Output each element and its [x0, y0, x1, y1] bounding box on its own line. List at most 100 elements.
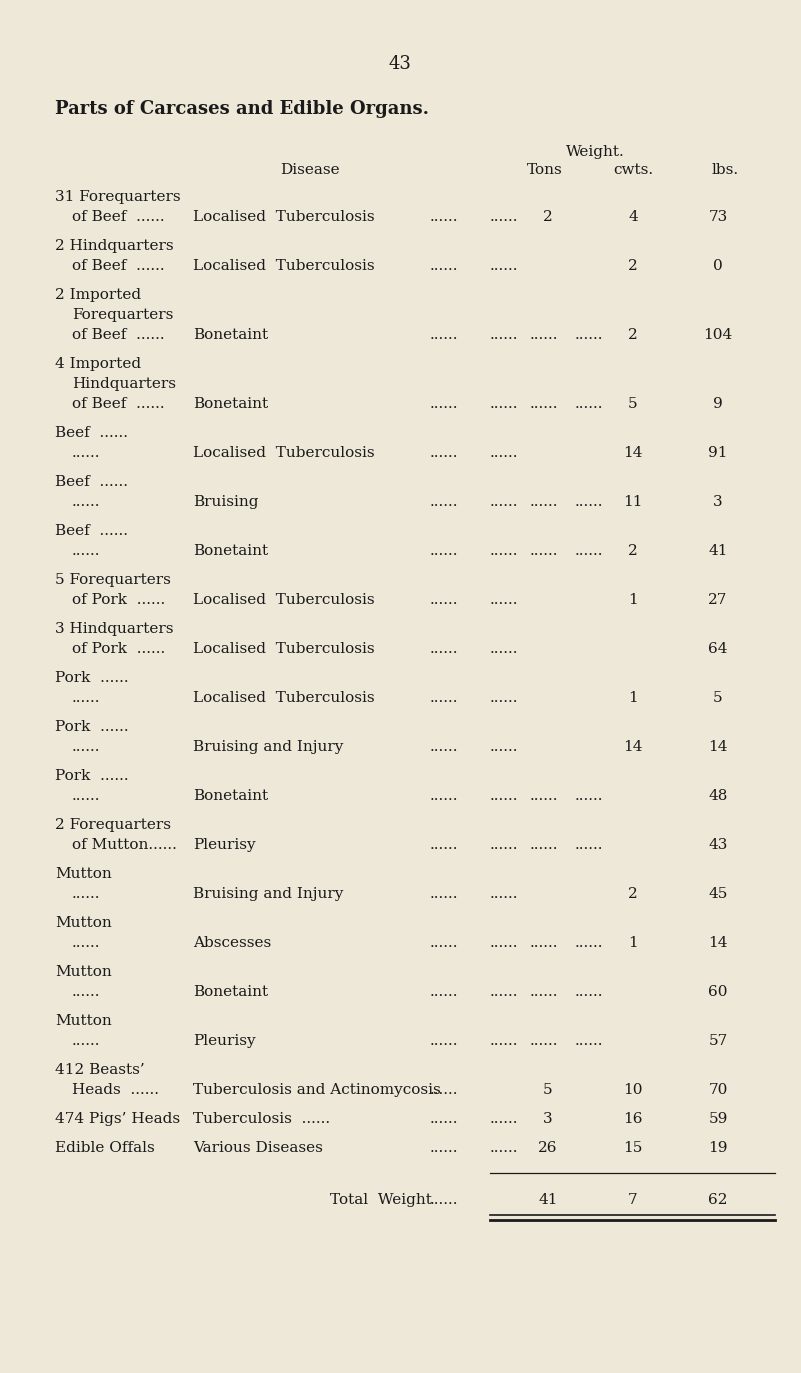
Text: 1: 1 — [628, 936, 638, 950]
Text: of Pork  ......: of Pork ...... — [72, 593, 165, 607]
Text: 43: 43 — [388, 55, 412, 73]
Text: ......: ...... — [72, 1034, 100, 1048]
Text: 14: 14 — [708, 936, 728, 950]
Text: ......: ...... — [72, 740, 100, 754]
Text: 26: 26 — [538, 1141, 557, 1155]
Text: ......: ...... — [490, 789, 518, 803]
Text: 7: 7 — [628, 1193, 638, 1207]
Text: Bruising and Injury: Bruising and Injury — [193, 887, 344, 901]
Text: 5 Forequarters: 5 Forequarters — [55, 573, 171, 588]
Text: of Beef  ......: of Beef ...... — [72, 397, 165, 411]
Text: 2: 2 — [628, 887, 638, 901]
Text: ......: ...... — [430, 1034, 458, 1048]
Text: ......: ...... — [575, 984, 603, 1000]
Text: Disease: Disease — [280, 163, 340, 177]
Text: Bruising: Bruising — [193, 496, 259, 509]
Text: ......: ...... — [430, 1112, 458, 1126]
Text: ......: ...... — [430, 643, 458, 656]
Text: ......: ...... — [490, 936, 518, 950]
Text: ......: ...... — [575, 397, 603, 411]
Text: of Beef  ......: of Beef ...... — [72, 259, 165, 273]
Text: 104: 104 — [703, 328, 733, 342]
Text: Total  Weight: Total Weight — [330, 1193, 432, 1207]
Text: Beef  ......: Beef ...... — [55, 524, 128, 538]
Text: ......: ...... — [430, 1193, 458, 1207]
Text: ......: ...... — [72, 789, 100, 803]
Text: Localised  Tuberculosis: Localised Tuberculosis — [193, 259, 375, 273]
Text: ......: ...... — [490, 984, 518, 1000]
Text: Bonetaint: Bonetaint — [193, 789, 268, 803]
Text: cwts.: cwts. — [613, 163, 653, 177]
Text: ......: ...... — [530, 984, 558, 1000]
Text: ......: ...... — [530, 496, 558, 509]
Text: ......: ...... — [72, 691, 100, 704]
Text: 1: 1 — [628, 691, 638, 704]
Text: 27: 27 — [708, 593, 727, 607]
Text: Parts of Carcases and Edible Organs.: Parts of Carcases and Edible Organs. — [55, 100, 429, 118]
Text: ......: ...... — [575, 328, 603, 342]
Text: Localised  Tuberculosis: Localised Tuberculosis — [193, 643, 375, 656]
Text: 62: 62 — [708, 1193, 728, 1207]
Text: ......: ...... — [490, 887, 518, 901]
Text: 14: 14 — [623, 446, 642, 460]
Text: 16: 16 — [623, 1112, 642, 1126]
Text: 474 Pigs’ Heads: 474 Pigs’ Heads — [55, 1112, 180, 1126]
Text: Weight.: Weight. — [566, 146, 624, 159]
Text: ......: ...... — [430, 397, 458, 411]
Text: ......: ...... — [430, 328, 458, 342]
Text: ......: ...... — [490, 838, 518, 853]
Text: Localised  Tuberculosis: Localised Tuberculosis — [193, 446, 375, 460]
Text: 0: 0 — [713, 259, 723, 273]
Text: 3 Hindquarters: 3 Hindquarters — [55, 622, 174, 636]
Text: Mutton: Mutton — [55, 866, 112, 881]
Text: Tuberculosis  ......: Tuberculosis ...... — [193, 1112, 330, 1126]
Text: 4 Imported: 4 Imported — [55, 357, 141, 371]
Text: Abscesses: Abscesses — [193, 936, 272, 950]
Text: 45: 45 — [708, 887, 727, 901]
Text: ......: ...... — [430, 984, 458, 1000]
Text: Beef  ......: Beef ...... — [55, 475, 128, 489]
Text: ......: ...... — [430, 259, 458, 273]
Text: 31 Forequarters: 31 Forequarters — [55, 189, 180, 205]
Text: ......: ...... — [575, 838, 603, 853]
Text: 2: 2 — [628, 259, 638, 273]
Text: Localised  Tuberculosis: Localised Tuberculosis — [193, 210, 375, 224]
Text: ......: ...... — [575, 544, 603, 557]
Text: ......: ...... — [490, 691, 518, 704]
Text: 2 Forequarters: 2 Forequarters — [55, 818, 171, 832]
Text: 57: 57 — [708, 1034, 727, 1048]
Text: ......: ...... — [530, 1034, 558, 1048]
Text: 64: 64 — [708, 643, 728, 656]
Text: ......: ...... — [530, 838, 558, 853]
Text: of Pork  ......: of Pork ...... — [72, 643, 165, 656]
Text: 70: 70 — [708, 1083, 727, 1097]
Text: ......: ...... — [490, 1112, 518, 1126]
Text: ......: ...... — [430, 740, 458, 754]
Text: ......: ...... — [490, 643, 518, 656]
Text: ......: ...... — [490, 328, 518, 342]
Text: 412 Beasts’: 412 Beasts’ — [55, 1063, 145, 1076]
Text: 41: 41 — [538, 1193, 557, 1207]
Text: 3: 3 — [543, 1112, 553, 1126]
Text: 11: 11 — [623, 496, 642, 509]
Text: 15: 15 — [623, 1141, 642, 1155]
Text: ......: ...... — [530, 328, 558, 342]
Text: ......: ...... — [490, 446, 518, 460]
Text: 5: 5 — [543, 1083, 553, 1097]
Text: 14: 14 — [708, 740, 728, 754]
Text: ......: ...... — [490, 593, 518, 607]
Text: ......: ...... — [72, 496, 100, 509]
Text: 59: 59 — [708, 1112, 727, 1126]
Text: 5: 5 — [713, 691, 723, 704]
Text: ......: ...... — [490, 544, 518, 557]
Text: Pork  ......: Pork ...... — [55, 719, 129, 735]
Text: 2 Hindquarters: 2 Hindquarters — [55, 239, 174, 253]
Text: Mutton: Mutton — [55, 965, 112, 979]
Text: ......: ...... — [430, 887, 458, 901]
Text: Localised  Tuberculosis: Localised Tuberculosis — [193, 691, 375, 704]
Text: ......: ...... — [490, 397, 518, 411]
Text: Beef  ......: Beef ...... — [55, 426, 128, 439]
Text: ......: ...... — [430, 593, 458, 607]
Text: Tons: Tons — [527, 163, 563, 177]
Text: 9: 9 — [713, 397, 723, 411]
